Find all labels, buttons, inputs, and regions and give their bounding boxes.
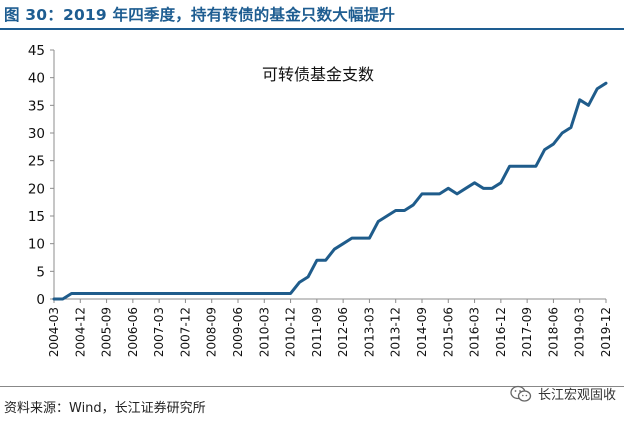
x-tick-label: 2016-12 bbox=[494, 307, 508, 357]
x-tick-label: 2009-06 bbox=[231, 307, 245, 357]
y-tick-label: 10 bbox=[28, 237, 45, 253]
y-tick-label: 20 bbox=[28, 181, 45, 197]
series-layer bbox=[52, 81, 608, 301]
wechat-icon bbox=[510, 385, 532, 402]
series-line bbox=[52, 81, 608, 301]
figure-title: 图 30：2019 年四季度，持有转债的基金只数大幅提升 bbox=[4, 6, 396, 24]
x-axis: 2004-03 2004-12 2005-09 2006-06 2007-03 2007-… bbox=[47, 298, 613, 357]
x-tick-label: 2012-06 bbox=[336, 307, 350, 357]
watermark-label: 长江宏观固收 bbox=[537, 388, 616, 403]
watermark: 长江宏观固收 bbox=[510, 384, 616, 403]
y-tick-label: 30 bbox=[28, 126, 45, 142]
x-tick-label: 2019-03 bbox=[573, 307, 587, 357]
y-tick-label: 35 bbox=[28, 98, 45, 114]
x-tick-label: 2011-09 bbox=[310, 307, 324, 357]
x-tick-label: 2016-03 bbox=[468, 307, 482, 357]
x-tick-label: 2007-03 bbox=[152, 307, 166, 357]
x-tick-label: 2014-09 bbox=[415, 307, 429, 357]
x-tick-label: 2010-03 bbox=[257, 307, 271, 357]
y-tick-label: 0 bbox=[36, 292, 45, 308]
x-tick-label: 2006-06 bbox=[126, 307, 140, 357]
line-chart: 0 5 10 15 20 25 30 35 40 45 2004-03 2004-12 2005-09… bbox=[28, 43, 613, 357]
x-tick-label: 2015-06 bbox=[441, 307, 455, 357]
x-tick-label: 2013-12 bbox=[389, 307, 403, 357]
x-tick-label: 2018-06 bbox=[546, 307, 560, 357]
y-tick-label: 45 bbox=[28, 43, 45, 59]
x-tick-label: 2013-03 bbox=[362, 307, 376, 357]
y-tick-label: 40 bbox=[28, 71, 45, 87]
y-tick-label: 5 bbox=[36, 264, 45, 280]
x-tick-label: 2017-09 bbox=[520, 307, 534, 357]
x-tick-label: 2007-12 bbox=[178, 307, 192, 357]
footer-divider bbox=[0, 386, 624, 387]
x-tick-label: 2005-09 bbox=[100, 307, 114, 357]
series-label: 可转债基金支数 bbox=[262, 65, 374, 84]
y-tick-label: 25 bbox=[28, 154, 45, 170]
y-tick-label: 15 bbox=[28, 209, 45, 225]
x-tick-label: 2004-12 bbox=[73, 307, 87, 357]
x-tick-label: 2010-12 bbox=[284, 307, 298, 357]
x-tick-label: 2004-03 bbox=[47, 307, 61, 357]
x-tick-label: 2019-12 bbox=[599, 307, 613, 357]
title-divider bbox=[0, 28, 624, 30]
x-tick-label: 2008-09 bbox=[205, 307, 219, 357]
source-note: 资料来源：Wind，长江证券研究所 bbox=[4, 401, 206, 416]
y-axis: 0 5 10 15 20 25 30 35 40 45 bbox=[28, 43, 55, 308]
